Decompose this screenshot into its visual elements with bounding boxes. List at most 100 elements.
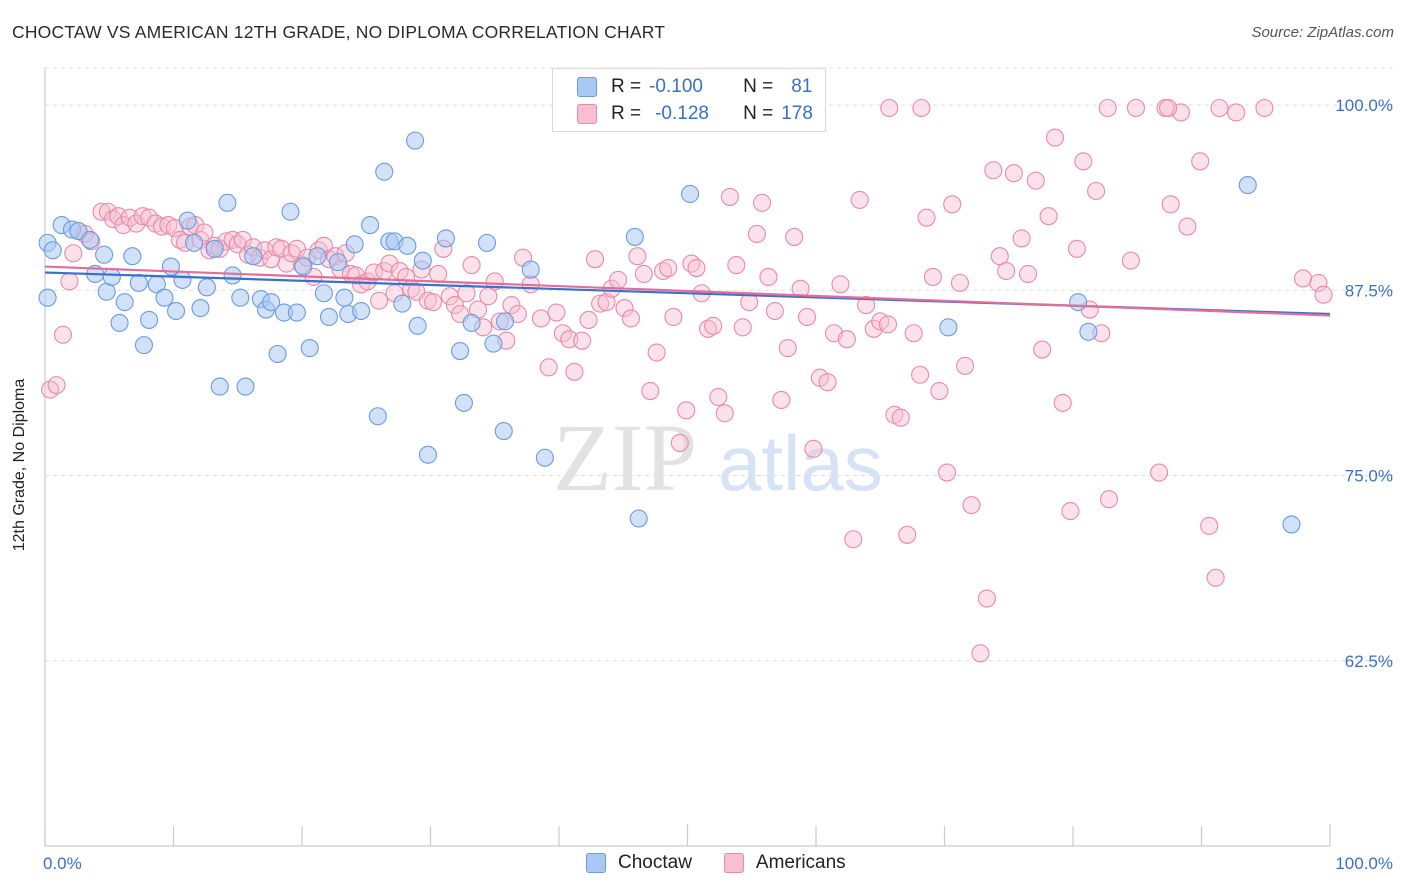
- americans-point: [1191, 152, 1210, 171]
- americans-point: [1074, 152, 1093, 171]
- americans-point: [715, 404, 734, 423]
- choctaw-point: [38, 288, 57, 307]
- americans-point: [346, 266, 366, 285]
- americans-trend-line: [44, 265, 1331, 317]
- americans-point: [585, 250, 605, 269]
- choctaw-point: [436, 229, 455, 248]
- americans-point: [727, 256, 746, 275]
- legend-item-americans: Americans: [723, 852, 846, 874]
- choctaw-point: [454, 393, 473, 412]
- americans-point: [664, 307, 683, 327]
- choctaw-point: [43, 241, 62, 260]
- choctaw-point: [191, 299, 210, 318]
- americans-point: [1210, 98, 1229, 118]
- americans-point: [1121, 251, 1140, 270]
- americans-point: [837, 330, 856, 349]
- choctaw-point: [140, 310, 159, 329]
- legend-label-choctaw: Choctaw: [618, 852, 692, 873]
- americans-point: [772, 390, 791, 409]
- legend-row-choctaw: R = -0.100 N = 81: [577, 74, 812, 100]
- americans-point: [565, 362, 584, 381]
- legend-swatch-choctaw: [586, 853, 606, 873]
- choctaw-point: [115, 293, 134, 312]
- choctaw-point: [244, 247, 263, 266]
- americans-point: [765, 301, 784, 321]
- americans-point: [709, 387, 728, 407]
- choctaw-point: [262, 293, 281, 312]
- choctaw-point: [451, 341, 470, 361]
- choctaw-point: [173, 270, 192, 289]
- legend-r-label: R =: [611, 103, 642, 124]
- source-label: Source: ZipAtlas.com: [1251, 24, 1394, 41]
- americans-point: [1200, 516, 1219, 535]
- americans-point: [844, 530, 863, 549]
- choctaw-point: [408, 316, 427, 335]
- americans-point: [647, 343, 666, 362]
- choctaw-point: [231, 288, 250, 307]
- legend-swatch-choctaw: [577, 77, 597, 97]
- americans-point: [857, 296, 876, 315]
- choctaw-point: [462, 313, 481, 332]
- americans-point: [923, 267, 942, 286]
- americans-point: [358, 272, 377, 291]
- americans-point: [1098, 98, 1117, 118]
- choctaw-point: [625, 227, 644, 246]
- americans-point: [704, 316, 723, 335]
- americans-point: [962, 496, 981, 515]
- legend-n-label: N =: [743, 103, 774, 124]
- choctaw-point: [300, 339, 319, 358]
- americans-point: [950, 273, 969, 292]
- choctaw-point: [185, 233, 204, 252]
- americans-point: [1309, 273, 1328, 292]
- choctaw-point: [1238, 176, 1257, 195]
- americans-point: [1004, 164, 1023, 183]
- y-tick-label: 75.0%: [1345, 467, 1393, 486]
- choctaw-point: [484, 334, 503, 353]
- americans-point: [891, 408, 910, 427]
- legend-swatch-americans: [577, 104, 597, 124]
- choctaw-point: [95, 245, 114, 264]
- americans-point: [752, 193, 772, 212]
- americans-point: [424, 293, 443, 312]
- choctaw-point: [155, 288, 174, 307]
- choctaw-point: [418, 445, 437, 464]
- americans-point: [831, 275, 850, 294]
- americans-point: [531, 309, 551, 328]
- y-axis-label: 12th Grade, No Diploma: [11, 378, 28, 552]
- choctaw-point: [1079, 322, 1098, 341]
- americans-point: [778, 339, 797, 358]
- choctaw-point: [629, 509, 648, 528]
- americans-point: [984, 161, 1003, 180]
- legend-n-value: 81: [791, 76, 813, 97]
- americans-point: [1039, 207, 1058, 226]
- americans-point: [1099, 490, 1119, 509]
- choctaw-point: [361, 216, 380, 235]
- americans-point: [654, 261, 673, 281]
- americans-point: [1293, 269, 1313, 288]
- americans-point: [579, 310, 598, 329]
- americans-point: [53, 325, 73, 344]
- x-tick-label: 100.0%: [1335, 854, 1393, 873]
- choctaw-point: [352, 301, 371, 321]
- choctaw-point: [1282, 515, 1301, 534]
- americans-point: [720, 187, 739, 206]
- americans-point: [1061, 502, 1080, 521]
- americans-point: [1053, 393, 1072, 412]
- americans-point: [1161, 195, 1180, 214]
- choctaw-point: [495, 312, 515, 331]
- americans-point: [628, 247, 647, 266]
- choctaw-point: [521, 260, 540, 279]
- americans-point: [904, 324, 923, 343]
- americans-point: [64, 244, 83, 263]
- tick-labels: 62.5% 75.0% 87.5% 100.0% 0.0% 100.0%: [43, 96, 1393, 873]
- x-tick-label: 0.0%: [43, 854, 82, 873]
- americans-point: [864, 319, 883, 338]
- choctaw-point: [406, 131, 425, 150]
- americans-point: [1087, 181, 1106, 201]
- chart-title: CHOCTAW VS AMERICAN 12TH GRADE, NO DIPLO…: [12, 22, 666, 42]
- americans-point: [1150, 463, 1169, 482]
- americans-point: [109, 207, 128, 226]
- americans-point: [797, 307, 817, 327]
- americans-point: [733, 318, 752, 337]
